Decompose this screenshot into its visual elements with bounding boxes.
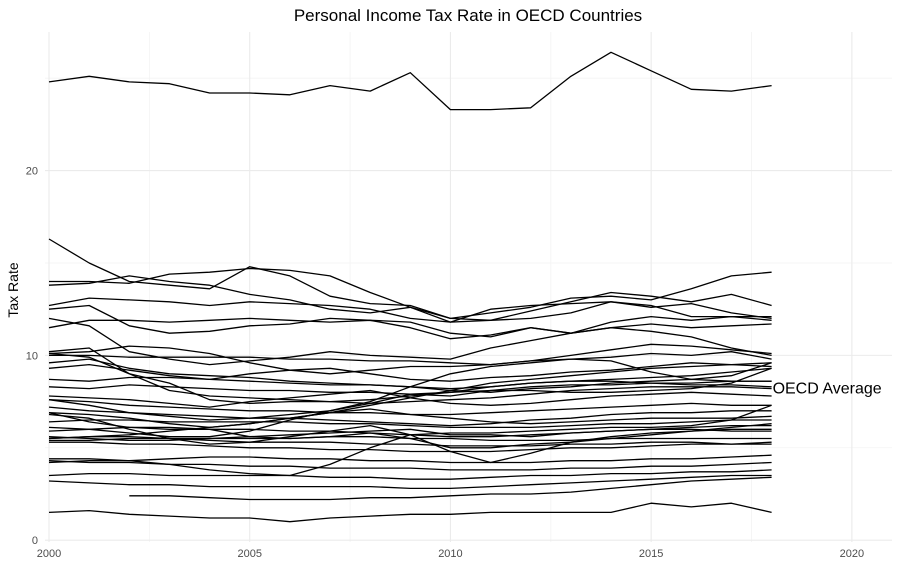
grid-layer bbox=[45, 32, 892, 542]
series-line-36 bbox=[48, 474, 772, 490]
y-axis-title: Tax Rate bbox=[5, 262, 21, 317]
series-line-29 bbox=[48, 367, 772, 438]
x-tick-label: 2020 bbox=[840, 548, 864, 560]
series-line-21 bbox=[48, 419, 772, 429]
series-line-3 bbox=[49, 267, 772, 321]
series-line-35 bbox=[48, 469, 772, 480]
series-line-6 bbox=[48, 304, 772, 340]
tick-labels: 2000 2005 2010 2015 2020 0 10 20 bbox=[26, 166, 864, 560]
y-tick-label: 0 bbox=[32, 535, 38, 547]
y-tick-label: 10 bbox=[26, 350, 38, 362]
x-tick-label: 2010 bbox=[438, 548, 462, 560]
series-layer bbox=[48, 51, 772, 523]
series-line-15 bbox=[48, 352, 772, 405]
x-tick-label: 2015 bbox=[639, 548, 663, 560]
series-line-2 bbox=[48, 238, 772, 320]
series-line-12 bbox=[48, 362, 772, 382]
series-line-9 bbox=[48, 343, 772, 375]
series-line-8 bbox=[48, 317, 772, 366]
series-line-37 bbox=[129, 476, 772, 501]
series-line-5 bbox=[48, 297, 772, 323]
series-line-7 bbox=[48, 317, 772, 338]
series-line-20 bbox=[48, 408, 772, 429]
chart-title: Personal Income Tax Rate in OECD Countri… bbox=[294, 6, 642, 25]
series-line-4 bbox=[48, 275, 772, 323]
oecd-average-annotation: OECD Average bbox=[773, 381, 882, 398]
series-line-27 bbox=[48, 412, 772, 449]
series-line-1 bbox=[48, 51, 772, 111]
series-line-16 bbox=[48, 347, 772, 405]
series-line-38 bbox=[48, 502, 772, 523]
y-tick-label: 20 bbox=[26, 166, 38, 178]
series-line-34 bbox=[48, 460, 772, 471]
series-line-26 bbox=[49, 441, 772, 453]
series-line-33 bbox=[49, 454, 772, 464]
series-line-19 bbox=[48, 406, 772, 427]
x-tick-label: 2000 bbox=[37, 548, 61, 560]
x-tick-label: 2005 bbox=[237, 548, 261, 560]
series-line-30 bbox=[48, 362, 772, 440]
series-line-31 bbox=[48, 358, 772, 421]
series-line-10 bbox=[49, 351, 772, 366]
